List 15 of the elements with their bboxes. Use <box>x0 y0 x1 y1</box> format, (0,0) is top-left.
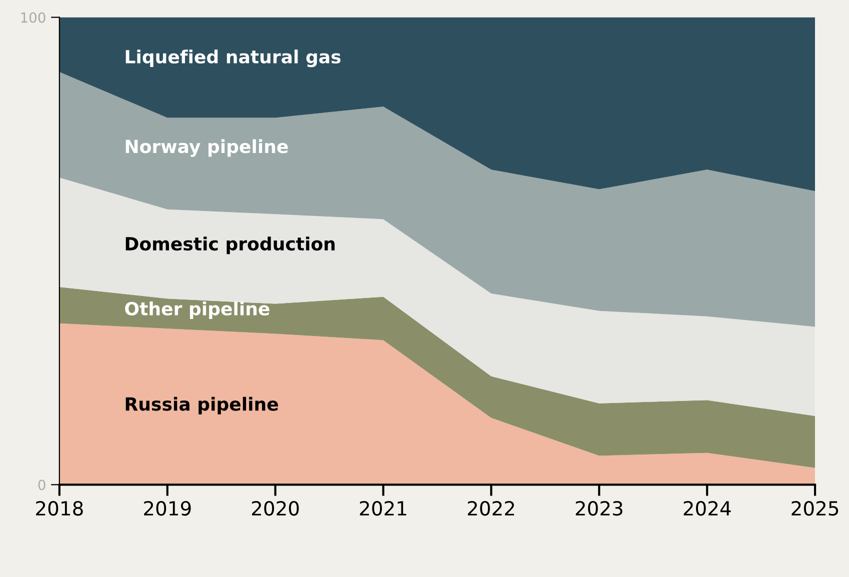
series-label: Norway pipeline <box>126 139 288 157</box>
x-tick-label: 2020 <box>252 500 299 516</box>
x-tick-label: 2022 <box>468 500 514 516</box>
x-tick-label: 2023 <box>576 500 622 516</box>
y-tick-label: 100 <box>21 12 46 23</box>
series-label: Russia pipeline <box>126 396 278 414</box>
x-tick-label: 2021 <box>360 500 406 516</box>
series-label: Domestic production <box>126 236 335 254</box>
series-label: Other pipeline <box>125 302 270 319</box>
y-tick-label: 0 <box>38 480 46 490</box>
x-tick-label: 2024 <box>684 500 731 516</box>
series-label: Liquefied natural gas <box>126 50 340 68</box>
x-tick-label: 2019 <box>144 500 191 516</box>
x-tick-label: 2018 <box>36 500 83 516</box>
x-tick-label: 2025 <box>792 500 838 516</box>
